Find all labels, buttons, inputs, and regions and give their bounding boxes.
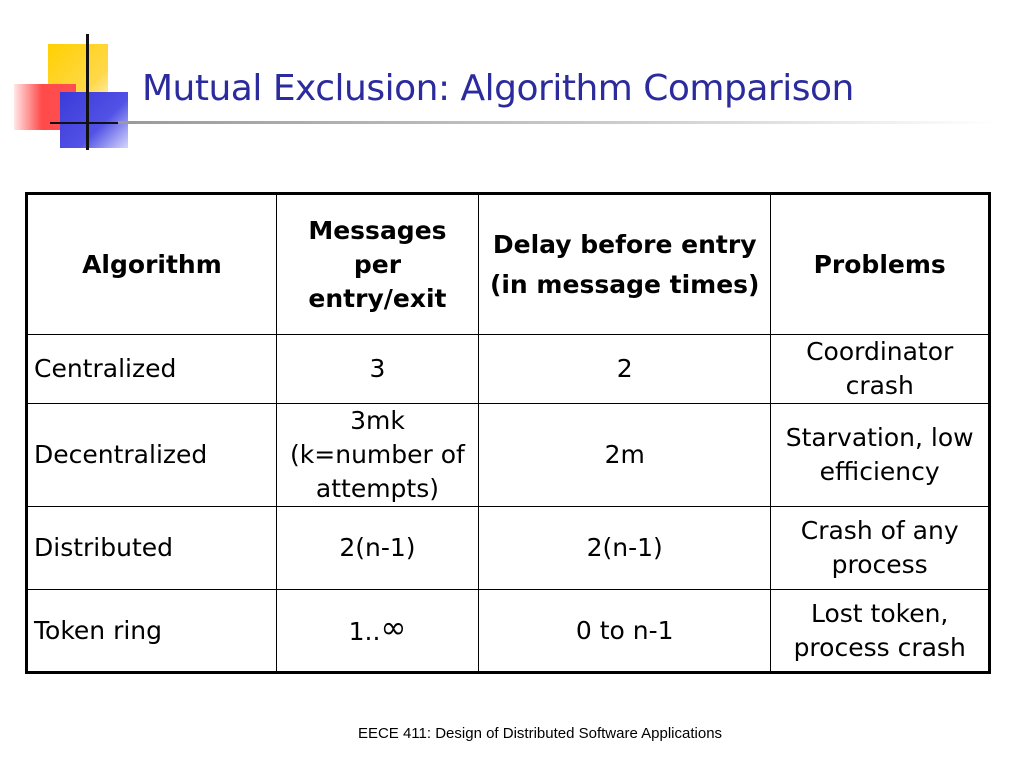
slide-logo — [0, 0, 140, 160]
logo-vertical-line — [86, 34, 89, 150]
cell-problems: Coordinator crash — [770, 334, 990, 404]
slide-footer: EECE 411: Design of Distributed Software… — [357, 725, 723, 742]
cell-problems: Starvation, low efficiency — [770, 403, 990, 507]
header-delay-line1: Delay before entry — [492, 229, 757, 259]
cell-problems: Crash of any process — [770, 506, 990, 590]
blue-square — [60, 92, 128, 148]
table-row: Centralized 3 2 Coordinator crash — [26, 334, 990, 404]
cell-delay: 0 to n-1 — [478, 589, 772, 673]
cell-delay: 2(n-1) — [478, 506, 772, 590]
table-row: Decentralized 3mk (k=number of attempts)… — [26, 403, 990, 507]
table-header-row: Algorithm Messages per entry/exit Delay … — [26, 193, 990, 335]
table-row: Distributed 2(n-1) 2(n-1) Crash of any p… — [26, 506, 990, 590]
messages-prefix: 1.. — [348, 616, 381, 646]
cell-messages: 3mk (k=number of attempts) — [275, 403, 480, 507]
table-row: Token ring 1..∞ 0 to n-1 Lost token, pro… — [26, 589, 990, 673]
comparison-table: Algorithm Messages per entry/exit Delay … — [25, 192, 991, 674]
logo-horizontal-line — [50, 122, 140, 124]
cell-delay: 2 — [478, 334, 772, 404]
cell-messages: 2(n-1) — [275, 506, 480, 590]
header-messages: Messages per entry/exit — [275, 193, 480, 335]
cell-messages: 3 — [275, 334, 480, 404]
cell-problems: Lost token, process crash — [770, 589, 990, 673]
header-problems: Problems — [770, 193, 990, 335]
cell-messages: 1..∞ — [275, 589, 480, 673]
header-algorithm: Algorithm — [26, 193, 277, 335]
header-delay: Delay before entry (in message times) — [478, 193, 772, 335]
cell-algorithm: Distributed — [26, 506, 277, 590]
cell-delay: 2m — [478, 403, 772, 507]
cell-algorithm: Centralized — [26, 334, 277, 404]
infinity-symbol: ∞ — [380, 609, 407, 646]
header-delay-line2: (in message times) — [489, 269, 760, 299]
title-underline — [118, 121, 998, 124]
cell-algorithm: Token ring — [26, 589, 277, 673]
slide-title: Mutual Exclusion: Algorithm Comparison — [142, 68, 854, 109]
cell-algorithm: Decentralized — [26, 403, 277, 507]
